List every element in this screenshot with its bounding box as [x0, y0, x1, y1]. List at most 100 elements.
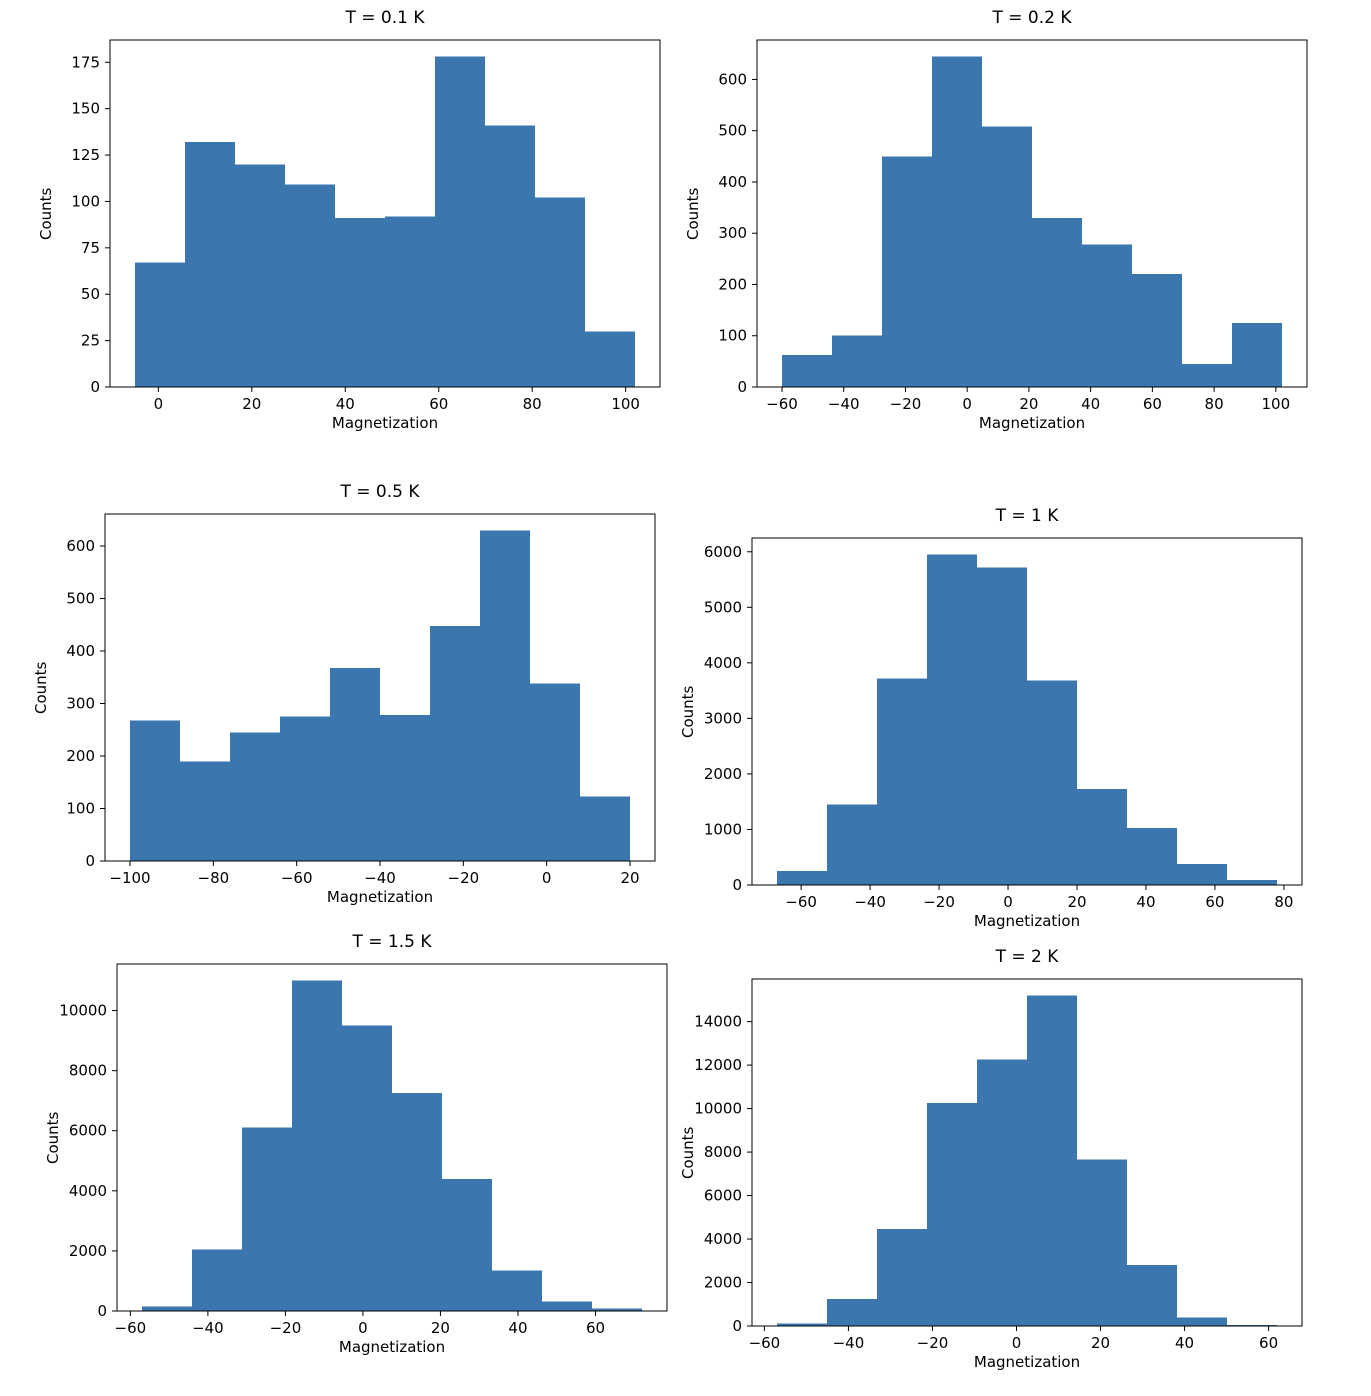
y-tick-label: 4000 — [704, 654, 742, 672]
x-tick-label: 80 — [1205, 395, 1224, 413]
x-tick-label: −20 — [890, 395, 922, 413]
x-tick-label: −60 — [785, 893, 817, 911]
histogram-bar — [777, 1323, 827, 1326]
x-tick-label: 0 — [1012, 1334, 1022, 1352]
y-tick-label: 10000 — [59, 1002, 107, 1020]
histogram-bar — [877, 678, 927, 885]
plot-area: −60 −40 −20 0 20 40 60 80 0 1000 2000 3000 4000 5000 6… — [704, 537, 1303, 911]
histogram-bar — [1027, 995, 1077, 1326]
histogram-bar — [330, 667, 380, 861]
x-tick-label: −20 — [923, 893, 955, 911]
x-tick-label: 40 — [1175, 1334, 1194, 1352]
histogram-bar — [280, 716, 330, 861]
x-tick-label: 20 — [242, 395, 261, 413]
plot-area: −60 −40 −20 0 20 40 60 0 2000 4000 6000 8000 10000 — [59, 963, 668, 1337]
chart-title: T = 1 K — [995, 506, 1059, 526]
histogram-bar — [1182, 363, 1232, 387]
x-tick-label: 20 — [431, 1319, 450, 1337]
x-tick-label: 60 — [429, 395, 448, 413]
histogram-bar — [1227, 1324, 1277, 1326]
chart-title: T = 2 K — [995, 947, 1059, 967]
histogram-bar — [932, 56, 982, 388]
x-axis-label: Magnetization — [973, 912, 1081, 930]
x-tick-label: −60 — [749, 1334, 781, 1352]
y-tick-label: 175 — [71, 53, 100, 71]
histogram-bar — [135, 262, 185, 387]
histogram-bar — [882, 156, 932, 387]
histogram-bar — [492, 1270, 542, 1311]
y-tick-label: 5000 — [704, 598, 742, 616]
y-tick-label: 100 — [71, 192, 100, 210]
histogram-t-0.2k: T = 0.2 K Counts Magnetization −60 −40 −20… — [662, 2, 1322, 457]
histogram-bar — [230, 732, 280, 861]
x-axis-label: Magnetization — [326, 888, 434, 906]
plot-frame — [756, 39, 1308, 388]
y-tick-label: 300 — [66, 695, 95, 713]
y-tick-label: 2000 — [69, 1242, 107, 1260]
histogram-bar — [1082, 244, 1132, 387]
histogram-bar — [142, 1306, 192, 1311]
x-tick-label: −40 — [828, 395, 860, 413]
histogram-bar — [335, 218, 385, 387]
histogram-bar — [480, 530, 530, 861]
histogram-bar — [292, 980, 342, 1311]
y-tick-label: 0 — [97, 1302, 107, 1320]
x-axis-label: Magnetization — [973, 1353, 1081, 1371]
plot-area: −60 −40 −20 0 20 40 60 80 100 0 100 200 300 400 500 600 — [718, 39, 1308, 413]
histogram-bar — [435, 56, 485, 388]
histogram-bar — [1032, 217, 1082, 387]
histogram-t-0.1k: T = 0.1 K Counts Magnetization 0 20 40 60 80… — [15, 2, 675, 457]
x-tick-label: 0 — [542, 869, 552, 887]
y-tick-label: 4000 — [69, 1182, 107, 1200]
histogram-bar — [827, 1298, 877, 1326]
x-tick-label: 60 — [1143, 395, 1162, 413]
x-tick-label: 20 — [1067, 893, 1086, 911]
histogram-bar — [877, 1229, 927, 1326]
histogram-bar — [580, 796, 630, 861]
histogram-bar — [180, 761, 230, 861]
histogram-bar — [1132, 274, 1182, 387]
y-tick-label: 0 — [737, 378, 747, 396]
y-tick-label: 100 — [718, 327, 747, 345]
histogram-bar — [977, 1059, 1027, 1326]
histogram-bar — [185, 142, 235, 387]
chart-title: T = 0.2 K — [992, 8, 1072, 28]
histogram-bar — [777, 871, 827, 885]
x-axis-label: Magnetization — [331, 414, 439, 432]
y-tick-label: 75 — [81, 239, 100, 257]
histogram-bar — [530, 683, 580, 861]
x-tick-label: 0 — [962, 395, 972, 413]
histogram-bar — [585, 331, 635, 387]
histogram-bar — [982, 126, 1032, 388]
x-tick-label: 0 — [358, 1319, 368, 1337]
histogram-t-0.5k: T = 0.5 K Counts Magnetization −100 −80 −6… — [10, 476, 670, 931]
histogram-bar — [1077, 788, 1127, 885]
histogram-bar — [342, 1025, 392, 1311]
histogram-bar — [285, 184, 335, 387]
y-tick-label: 2000 — [704, 765, 742, 783]
y-tick-label: 400 — [66, 642, 95, 660]
x-tick-label: −40 — [364, 869, 396, 887]
x-tick-label: 60 — [1205, 893, 1224, 911]
x-tick-label: 100 — [1262, 395, 1291, 413]
y-tick-label: 500 — [718, 122, 747, 140]
y-tick-label: 50 — [81, 285, 100, 303]
y-tick-label: 12000 — [694, 1056, 742, 1074]
x-tick-label: −20 — [270, 1319, 302, 1337]
x-tick-label: −40 — [854, 893, 886, 911]
histogram-bar — [542, 1301, 592, 1311]
histogram-bar — [592, 1308, 642, 1311]
y-tick-label: 6000 — [69, 1122, 107, 1140]
histogram-bar — [485, 125, 535, 388]
y-tick-label: 400 — [718, 173, 747, 191]
y-tick-label: 0 — [85, 852, 95, 870]
histogram-bar — [827, 804, 877, 885]
y-tick-label: 0 — [732, 1317, 742, 1335]
histogram-bar — [977, 567, 1027, 885]
y-tick-label: 8000 — [69, 1062, 107, 1080]
y-tick-label: 8000 — [704, 1143, 742, 1161]
y-tick-label: 200 — [66, 747, 95, 765]
chart-title: T = 0.1 K — [345, 8, 425, 28]
histogram-t-2k: T = 2 K Counts Magnetization −60 −40 −20 0 2… — [657, 941, 1317, 1396]
x-tick-label: −100 — [109, 869, 150, 887]
